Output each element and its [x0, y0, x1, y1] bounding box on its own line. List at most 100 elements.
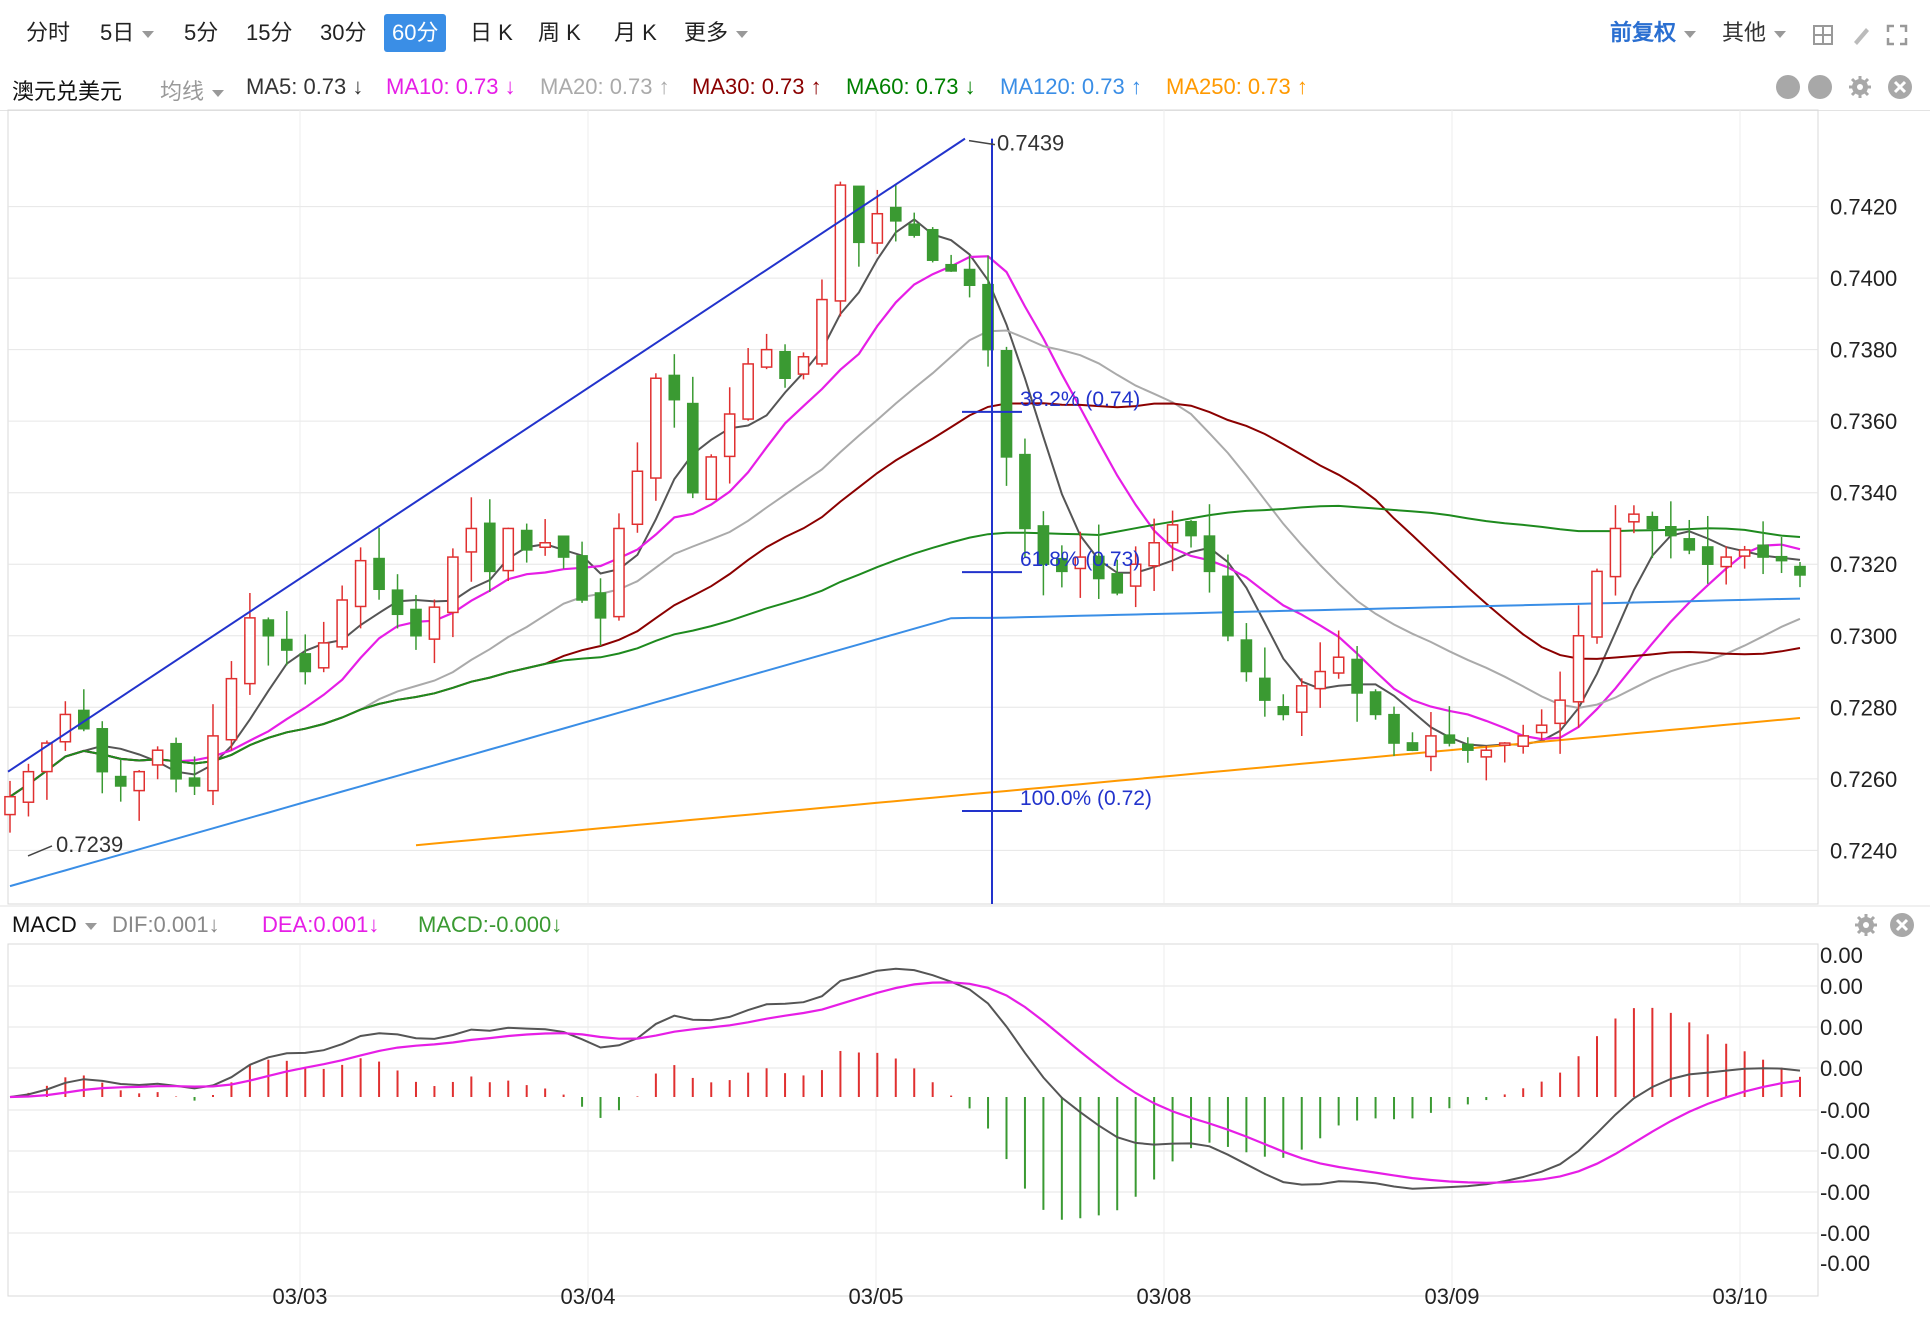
ma-item-1: MA10: 0.73 ↓: [386, 74, 516, 99]
fib-label: 38.2% (0.74): [1020, 388, 1140, 411]
candle-body: [77, 709, 90, 730]
close-icon[interactable]: [1888, 75, 1912, 99]
macd-tick-label: -0.00: [1820, 1098, 1870, 1123]
price-tick-label: 0.7300: [1830, 624, 1897, 649]
ma-item-4: MA60: 0.73 ↓: [846, 74, 976, 99]
ma-dropdown[interactable]: 均线: [160, 74, 225, 106]
candle-body: [945, 263, 957, 272]
macd-tick-label: -0.00: [1820, 1251, 1870, 1276]
tab-label: 5日: [100, 20, 135, 45]
tab-label: 更多: [684, 20, 729, 45]
fullscreen-icon[interactable]: [1886, 24, 1908, 46]
candle-body: [336, 599, 348, 648]
candle-body: [225, 677, 238, 741]
fib-label: 61.8% (0.73): [1020, 548, 1140, 571]
low-arrow: [27, 845, 53, 857]
candle-body: [963, 268, 976, 287]
macd-tick-label: 0.00: [1820, 1056, 1863, 1081]
candle-body: [668, 374, 681, 401]
price-tick-label: 0.7340: [1830, 481, 1897, 506]
candle-body: [1554, 699, 1566, 725]
candle-body: [1757, 544, 1769, 558]
candle-body: [1295, 685, 1308, 713]
candle-body: [631, 470, 644, 526]
gear-icon[interactable]: [1848, 75, 1872, 99]
tab-period-0[interactable]: 分时: [18, 14, 78, 52]
candle-body: [889, 206, 902, 222]
candle-body: [816, 298, 828, 365]
tab-period-7[interactable]: 周 K: [530, 14, 589, 52]
candle-body: [502, 527, 515, 572]
close-icon[interactable]: [1890, 913, 1914, 937]
ma-item-5: MA120: 0.73 ↑: [1000, 74, 1142, 99]
tab-period-9[interactable]: 更多: [676, 14, 756, 52]
ma-item-3: MA30: 0.73 ↑: [692, 74, 822, 99]
tab-period-3[interactable]: 15分: [238, 14, 300, 52]
candle-body: [1443, 734, 1456, 744]
other-label: 其他: [1722, 20, 1767, 45]
candle-body: [1388, 713, 1400, 744]
date-label: 03/08: [1136, 1284, 1191, 1309]
candle-body: [354, 559, 367, 608]
other-dropdown[interactable]: 其他: [1722, 14, 1787, 52]
macd-title-label: MACD: [12, 912, 77, 937]
macd-legend-bar: MACD DIF:0.001↓ DEA:0.001↓ MACD:-0.000↓: [0, 906, 1930, 944]
ma-item-2: MA20: 0.73 ↑: [540, 74, 670, 99]
chevron-down-icon: [142, 30, 155, 38]
candle-body: [1166, 524, 1179, 544]
draw-icon[interactable]: [1850, 24, 1872, 46]
tab-period-6[interactable]: 日 K: [462, 14, 521, 52]
candle-body: [1074, 556, 1087, 570]
trendline[interactable]: [7, 137, 966, 773]
tab-period-5[interactable]: 60分: [384, 14, 447, 52]
tab-label: 日 K: [470, 20, 513, 45]
candle-body: [465, 527, 478, 553]
candle-body: [114, 775, 127, 787]
zoom-in-icon[interactable]: [1808, 75, 1832, 99]
candle-body: [797, 356, 810, 375]
price-tick-label: 0.7380: [1830, 338, 1897, 363]
candle-body: [1535, 724, 1548, 734]
candle-body: [1609, 527, 1622, 578]
tab-period-2[interactable]: 5分: [176, 14, 226, 52]
candle-body: [594, 592, 607, 619]
candle-body: [1019, 453, 1031, 530]
candle-body: [1498, 742, 1511, 746]
adjust-dropdown[interactable]: 前复权: [1610, 14, 1697, 52]
fib-label: 100.0% (0.72): [1020, 787, 1152, 810]
candle-body: [410, 608, 422, 637]
candle-body: [151, 749, 164, 766]
candle-body: [1628, 513, 1640, 523]
ma-line-10: [9, 255, 1801, 798]
candle-body: [686, 402, 699, 494]
ma-legend-bar: 澳元兑美元 均线 MA5: 0.73 ↓ MA10: 0.73 ↓ MA20: 0.…: [0, 66, 1930, 111]
date-label: 03/03: [272, 1284, 327, 1309]
date-label: 03/04: [560, 1284, 615, 1309]
candle-body: [1000, 350, 1013, 458]
chevron-down-icon: [1684, 30, 1697, 38]
candle-body: [1111, 573, 1124, 594]
candle-body: [1259, 677, 1271, 701]
gear-icon[interactable]: [1854, 913, 1878, 937]
candle-body: [1092, 555, 1105, 580]
tab-period-8[interactable]: 月 K: [606, 14, 665, 52]
tab-label: 周 K: [538, 20, 581, 45]
candle-body: [779, 350, 791, 379]
grid-icon[interactable]: [1812, 24, 1834, 46]
ma-dropdown-label: 均线: [160, 79, 205, 104]
zoom-out-icon[interactable]: [1776, 75, 1800, 99]
macd-title[interactable]: MACD: [12, 912, 97, 938]
tab-period-4[interactable]: 30分: [312, 14, 374, 52]
macd-value: MACD:-0.000↓: [418, 912, 563, 937]
candle-body: [908, 223, 921, 236]
macd-dea: DEA:0.001↓: [262, 912, 380, 937]
candle-body: [1056, 557, 1068, 573]
candle-body: [1480, 749, 1493, 758]
tab-period-1[interactable]: 5日: [92, 14, 162, 52]
candle-body: [1203, 535, 1216, 573]
price-panel-frame: [7, 109, 1819, 905]
candle-body: [1591, 570, 1603, 638]
candle-body: [391, 589, 404, 616]
candle-body: [1148, 542, 1160, 567]
